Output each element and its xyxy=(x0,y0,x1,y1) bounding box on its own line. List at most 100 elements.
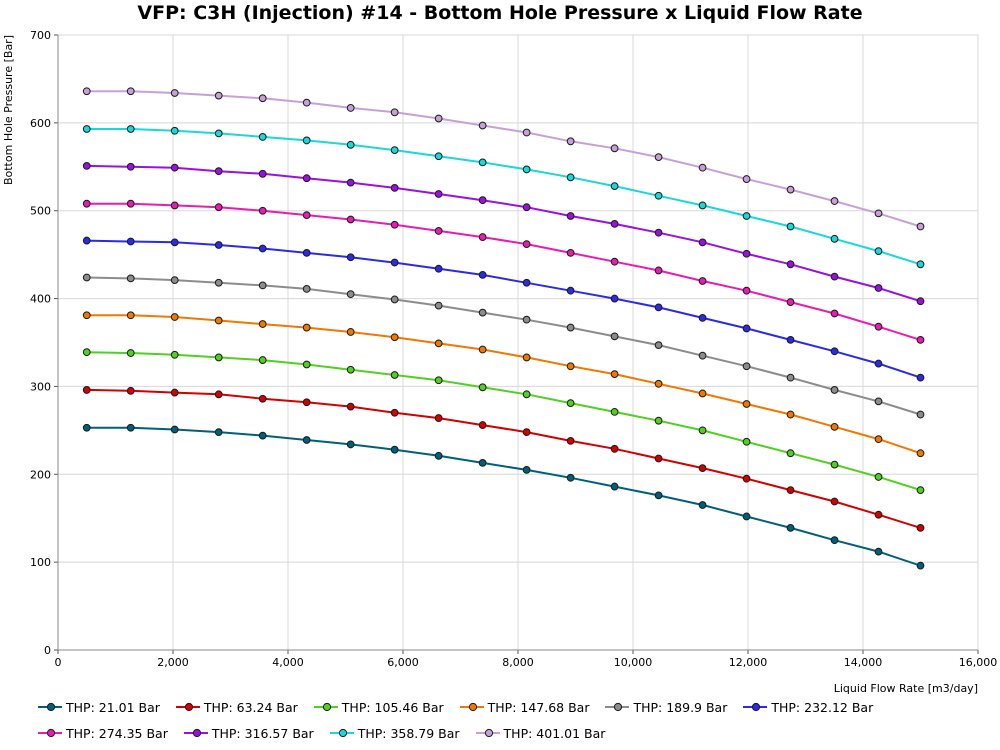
data-point xyxy=(610,444,619,453)
data-point xyxy=(390,146,399,154)
data-point xyxy=(214,353,223,362)
data-point xyxy=(346,290,355,299)
data-point xyxy=(346,104,355,112)
legend-item: THP: 21.01 Bar xyxy=(38,698,160,716)
chart-title: VFP: C3H (Injection) #14 - Bottom Hole P… xyxy=(137,2,863,24)
legend-item: THP: 189.9 Bar xyxy=(605,698,727,716)
data-point xyxy=(610,257,619,266)
data-point xyxy=(170,89,179,97)
data-point xyxy=(742,249,751,258)
axes: 0 2,000 4,000 6,000 8,000 10,000 12,000 14,000 1… xyxy=(30,29,997,669)
data-point xyxy=(916,222,925,231)
series-line-5 xyxy=(86,239,921,379)
data-point xyxy=(434,339,443,348)
legend-label: THP: 147.68 Bar xyxy=(487,699,590,715)
data-point xyxy=(170,350,179,359)
data-point xyxy=(390,295,399,304)
data-points xyxy=(82,87,925,570)
legend-label: THP: 274.35 Bar xyxy=(66,725,168,741)
data-point xyxy=(258,320,267,328)
y-tick-label: 100 xyxy=(30,556,51,569)
data-point xyxy=(258,94,267,103)
data-point xyxy=(478,270,487,279)
data-point xyxy=(302,285,311,293)
data-point xyxy=(478,196,487,205)
data-point xyxy=(434,152,443,161)
data-point xyxy=(916,561,925,570)
data-point xyxy=(390,408,399,417)
data-point xyxy=(830,386,839,394)
data-point xyxy=(698,314,707,322)
data-point xyxy=(82,162,91,170)
data-point xyxy=(654,341,663,350)
data-point xyxy=(302,398,311,407)
data-point xyxy=(478,121,487,130)
legend-marker xyxy=(183,728,208,738)
data-point xyxy=(566,362,575,371)
data-point xyxy=(522,128,531,137)
data-point xyxy=(698,351,707,360)
series-line-6 xyxy=(86,202,921,341)
data-point xyxy=(126,349,135,357)
data-point xyxy=(786,410,795,419)
data-point xyxy=(522,428,531,437)
data-point xyxy=(258,206,267,215)
legend-item: THP: 358.79 Bar xyxy=(329,724,460,742)
data-point xyxy=(916,297,925,306)
data-point xyxy=(214,203,223,212)
data-point xyxy=(126,125,135,133)
legend-label: THP: 401.01 Bar xyxy=(503,725,606,741)
legend-label: THP: 63.24 Bar xyxy=(203,699,298,715)
y-tick-label: 500 xyxy=(30,205,51,218)
data-point xyxy=(742,512,751,521)
data-point xyxy=(346,365,355,374)
x-tick-label: 2,000 xyxy=(157,656,189,669)
data-point xyxy=(434,114,443,123)
legend-item: THP: 105.46 Bar xyxy=(313,698,444,716)
data-point xyxy=(214,241,223,249)
data-point xyxy=(874,473,883,481)
line-chart: 0 2,000 4,000 6,000 8,000 10,000 12,000 14,000 1… xyxy=(2,29,997,695)
data-point xyxy=(302,436,311,444)
data-point xyxy=(610,219,619,228)
data-point xyxy=(258,244,267,253)
data-point xyxy=(786,523,795,532)
y-tick-label: 200 xyxy=(30,468,51,481)
data-point xyxy=(610,482,619,491)
y-tick-label: 0 xyxy=(44,644,51,657)
legend-item: THP: 147.68 Bar xyxy=(459,698,590,716)
data-point xyxy=(170,425,179,434)
legend-marker xyxy=(475,728,500,738)
legend-item: THP: 401.01 Bar xyxy=(475,724,606,742)
data-point xyxy=(786,335,795,344)
data-point xyxy=(698,238,707,247)
data-point xyxy=(522,315,531,324)
data-point xyxy=(654,153,663,162)
data-point xyxy=(830,536,839,545)
data-point xyxy=(566,286,575,295)
data-point xyxy=(566,248,575,257)
data-point xyxy=(302,323,311,332)
legend-label: THP: 316.57 Bar xyxy=(211,725,314,741)
legend: THP: 21.01 Bar THP: 63.24 Bar THP: 105.46 … xyxy=(38,698,993,750)
data-point xyxy=(566,473,575,482)
data-point xyxy=(214,278,223,287)
data-point xyxy=(82,87,91,96)
data-point xyxy=(566,437,575,445)
x-tick-label: 6,000 xyxy=(387,656,419,669)
data-point xyxy=(82,273,91,282)
legend-marker xyxy=(743,702,768,712)
data-point xyxy=(170,201,179,210)
data-point xyxy=(434,376,443,385)
legend-item: THP: 63.24 Bar xyxy=(175,698,298,716)
data-point xyxy=(786,486,795,495)
data-point xyxy=(214,390,223,399)
data-point xyxy=(126,311,135,320)
data-point xyxy=(434,451,443,460)
data-point xyxy=(302,136,311,145)
data-point xyxy=(434,190,443,198)
series-line-1 xyxy=(86,388,921,529)
data-point xyxy=(346,402,355,411)
data-point xyxy=(566,399,575,408)
data-point xyxy=(126,274,135,283)
